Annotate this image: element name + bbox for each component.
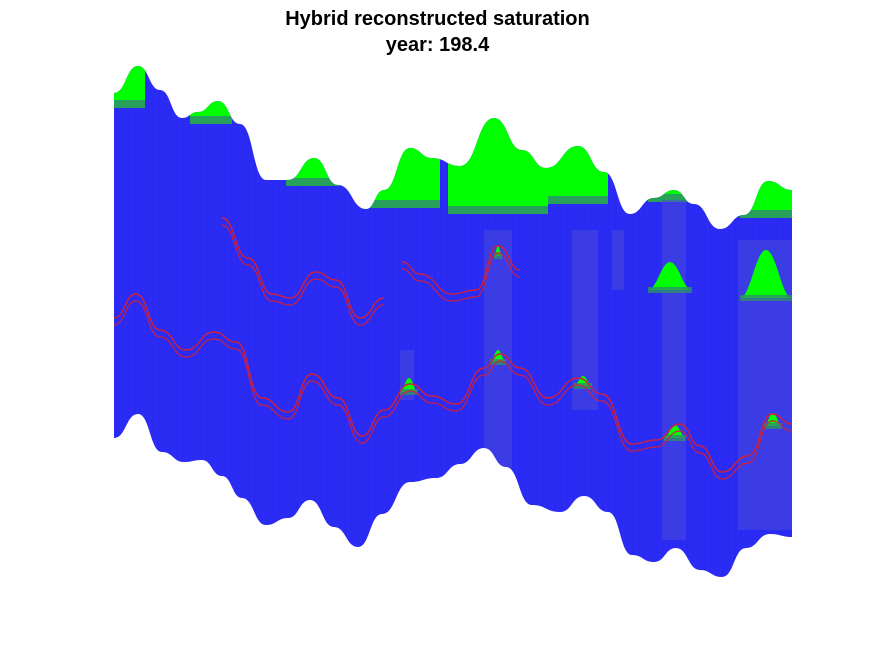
trace-upper-left bbox=[221, 217, 385, 319]
gas-pocket bbox=[400, 378, 418, 392]
gas-cap-crest bbox=[190, 66, 232, 124]
chart-subtitle: year: 198.4 bbox=[385, 34, 490, 56]
gas-cap-crest bbox=[286, 66, 340, 186]
gas-cap-crest bbox=[740, 66, 792, 218]
gas-pocket bbox=[648, 262, 692, 290]
saturation-column bbox=[612, 230, 624, 290]
trace-upper-right bbox=[401, 245, 521, 295]
gas-pocket-transition bbox=[494, 253, 502, 259]
gas-cap-crest bbox=[114, 66, 145, 108]
reservoir-body bbox=[114, 66, 792, 577]
trace-lower-offset bbox=[114, 300, 792, 480]
gas-cap-crest bbox=[448, 66, 548, 214]
gas-cap-transition bbox=[286, 178, 340, 186]
gas-pocket-transition bbox=[400, 389, 418, 395]
gas-cap-transition bbox=[114, 100, 145, 108]
gas-pocket-transition bbox=[740, 295, 792, 301]
gas-cap-crest bbox=[366, 66, 440, 208]
gas-pocket-transition bbox=[764, 423, 782, 429]
gas-pocket-transition bbox=[648, 287, 692, 293]
gas-pocket-transition bbox=[664, 435, 686, 441]
gas-cap-transition bbox=[190, 116, 232, 124]
trace-upper-left-offset bbox=[221, 224, 385, 326]
saturation-column bbox=[662, 200, 686, 540]
gas-cap-crest bbox=[648, 66, 692, 202]
gas-pocket bbox=[740, 250, 792, 298]
gas-cap-transition bbox=[740, 210, 792, 218]
gas-cap-transition bbox=[366, 200, 440, 208]
gas-cap-transition bbox=[448, 206, 548, 214]
gas-cap-crest bbox=[548, 66, 608, 204]
trace-lower bbox=[114, 293, 792, 473]
chart-title: Hybrid reconstructed saturation bbox=[285, 8, 590, 30]
gas-cap-transition bbox=[648, 194, 692, 202]
gas-cap-transition bbox=[548, 196, 608, 204]
trace-upper-right-offset bbox=[401, 252, 521, 302]
